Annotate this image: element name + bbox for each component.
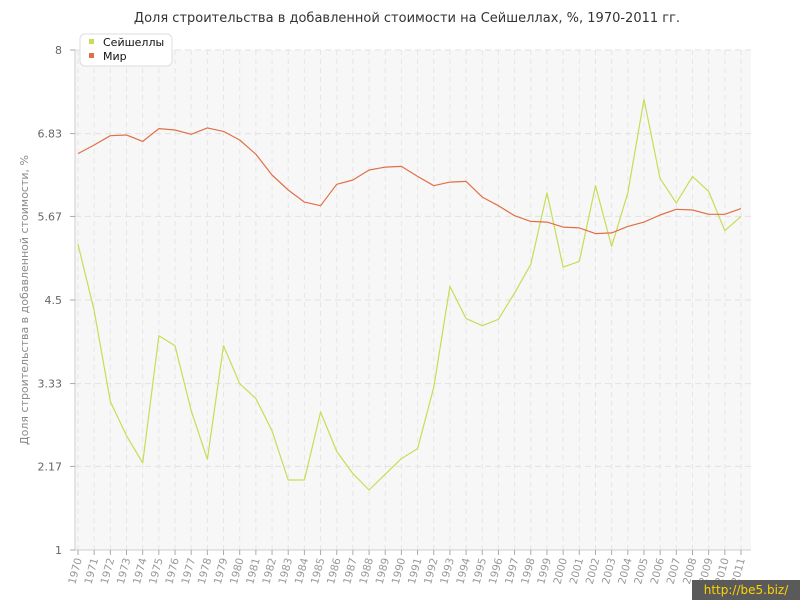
y-tick-label: 3.33 <box>38 378 63 391</box>
y-axis-title: Доля строительства в добавленной стоимос… <box>18 155 31 445</box>
chart-title: Доля строительства в добавленной стоимос… <box>134 11 680 26</box>
y-tick-label: 8 <box>55 44 62 57</box>
y-axis-ticks: 1 2.17 3.33 4.5 5.67 6.83 8 <box>38 44 75 557</box>
legend-label-seychelles: Сейшеллы <box>103 36 164 49</box>
legend-label-world: Мир <box>103 50 127 63</box>
x-axis-ticks: 1970197119721973197419751976197719781979… <box>66 550 748 586</box>
legend-box <box>79 33 173 67</box>
y-tick-label: 4.5 <box>45 294 63 307</box>
legend-swatch-seychelles <box>89 39 94 44</box>
watermark-link[interactable]: http://be5.biz/ <box>692 580 800 600</box>
legend-swatch-world <box>89 53 94 58</box>
y-tick-label: 2.17 <box>38 460 63 473</box>
legend: Сейшеллы Мир <box>79 33 173 67</box>
y-tick-label: 5.67 <box>38 210 63 223</box>
y-tick-label: 1 <box>55 544 62 557</box>
series-layer <box>77 98 742 491</box>
series-line-world <box>77 127 742 235</box>
series-line-seychelles <box>77 98 742 491</box>
y-tick-label: 6.83 <box>38 128 63 141</box>
